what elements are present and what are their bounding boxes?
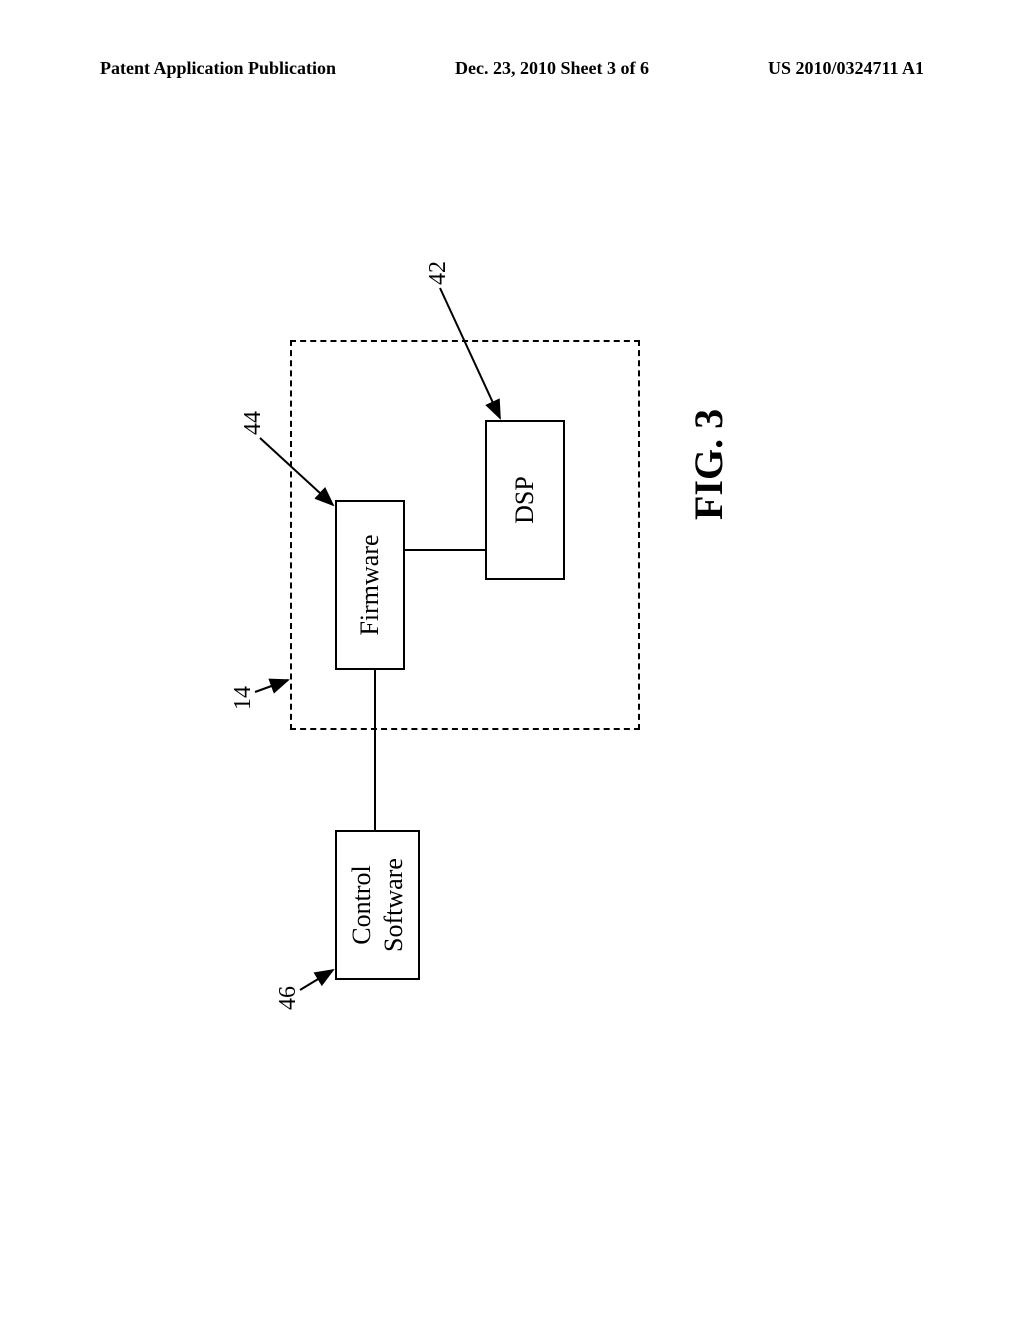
diagram-area: Firmware DSP Control Software 14 44 42 4…: [100, 190, 900, 1090]
header: Patent Application Publication Dec. 23, …: [0, 58, 1024, 79]
header-right: US 2010/0324711 A1: [768, 58, 924, 79]
connector-lines: [200, 240, 800, 1040]
header-center: Dec. 23, 2010 Sheet 3 of 6: [455, 58, 649, 79]
rotated-diagram: Firmware DSP Control Software 14 44 42 4…: [200, 240, 800, 1040]
header-left: Patent Application Publication: [100, 58, 336, 79]
